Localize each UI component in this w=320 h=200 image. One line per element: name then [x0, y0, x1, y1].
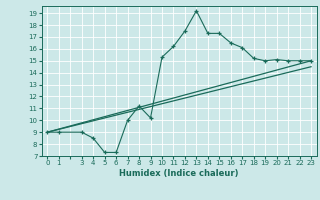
X-axis label: Humidex (Indice chaleur): Humidex (Indice chaleur): [119, 169, 239, 178]
